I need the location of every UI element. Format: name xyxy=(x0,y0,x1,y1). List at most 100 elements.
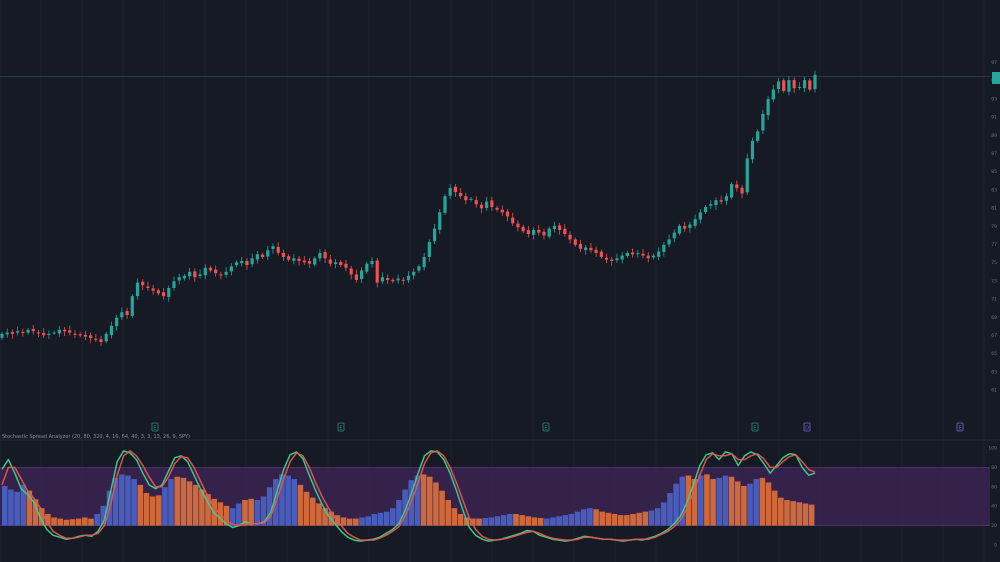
candle-body xyxy=(380,277,385,282)
candle-body xyxy=(234,262,239,266)
histogram-bar xyxy=(697,475,704,526)
candle-body xyxy=(620,255,624,260)
candle-body xyxy=(266,250,270,257)
candle-body xyxy=(260,254,265,257)
candle-body xyxy=(667,239,671,245)
candle-body xyxy=(219,274,223,276)
candle-body xyxy=(750,140,755,160)
candle-body xyxy=(406,275,411,281)
histogram-bar xyxy=(759,477,766,526)
candle-body xyxy=(161,292,166,297)
candle-body xyxy=(604,257,609,260)
candle-body xyxy=(641,253,645,256)
histogram-bar xyxy=(661,502,667,526)
histogram-bar xyxy=(236,503,242,526)
candle-body xyxy=(172,281,176,288)
candle-body xyxy=(313,258,317,265)
candle-body xyxy=(625,252,629,257)
candle-body xyxy=(245,261,249,266)
event-marker-box xyxy=(542,422,550,432)
histogram-bar xyxy=(192,484,199,526)
candle-body xyxy=(490,200,494,207)
event-marker-label: E xyxy=(339,426,342,432)
histogram-bar xyxy=(550,517,556,526)
candle-body xyxy=(646,255,650,259)
candle-body xyxy=(229,266,233,272)
candle-body xyxy=(21,332,25,334)
event-marker: E xyxy=(956,422,964,432)
histogram-bar xyxy=(537,518,544,526)
event-marker-label: E xyxy=(753,426,756,432)
histogram-bar xyxy=(383,511,390,526)
candle-body xyxy=(610,259,614,261)
candle-body xyxy=(464,196,468,201)
candle-body xyxy=(281,252,286,257)
histogram-bar xyxy=(149,496,156,526)
histogram-bar xyxy=(26,490,33,526)
histogram-bar xyxy=(155,495,162,526)
histogram-bar xyxy=(685,475,692,526)
histogram-bar xyxy=(722,475,729,526)
histogram-bar xyxy=(734,481,741,526)
candle-body xyxy=(292,258,296,261)
candle-body xyxy=(766,99,770,116)
histogram-bar xyxy=(704,474,710,526)
histogram-bar xyxy=(125,475,131,526)
histogram-bar xyxy=(648,510,655,526)
histogram-bar xyxy=(556,516,562,526)
histogram-bar xyxy=(494,516,501,526)
candle-body xyxy=(307,261,312,264)
histogram-bar xyxy=(297,484,304,526)
histogram-bar xyxy=(507,513,513,526)
candle-body xyxy=(391,279,395,282)
candle-body xyxy=(0,333,4,338)
candle-body xyxy=(271,246,275,249)
candle-body xyxy=(198,274,202,276)
histogram-bar xyxy=(728,476,735,526)
histogram-bar xyxy=(642,511,649,526)
histogram-bar xyxy=(513,513,519,526)
histogram-bar xyxy=(587,508,593,526)
histogram-bar xyxy=(593,509,599,526)
event-marker: E xyxy=(751,422,759,432)
candle-body xyxy=(630,252,635,255)
event-marker: E xyxy=(337,422,345,432)
candle-body xyxy=(94,338,98,340)
histogram-bar xyxy=(248,498,254,526)
candle-body xyxy=(584,247,588,251)
histogram-bar xyxy=(45,513,51,526)
histogram-bar xyxy=(371,513,378,526)
histogram-bar xyxy=(636,512,642,526)
histogram-bar xyxy=(63,519,70,526)
histogram-bar xyxy=(433,482,439,526)
candle-body xyxy=(813,74,817,90)
candle-body xyxy=(808,80,812,90)
candle-body xyxy=(453,186,458,193)
histogram-bar xyxy=(353,518,359,526)
candle-body xyxy=(120,312,124,318)
histogram-bar xyxy=(57,518,63,526)
histogram-bar xyxy=(229,508,236,526)
event-marker-label: D xyxy=(805,426,809,432)
candle-body xyxy=(636,252,640,254)
candle-body xyxy=(568,234,572,240)
candle-body xyxy=(146,286,150,288)
oscillator-k-line xyxy=(1,450,816,542)
osc-tick-label: 20 xyxy=(991,523,997,529)
histogram-bar xyxy=(500,515,507,526)
price-tick-label: 87 xyxy=(991,151,997,157)
price-tick-label: 61 xyxy=(991,388,997,394)
histogram-bar xyxy=(617,515,624,526)
candle-body xyxy=(672,232,676,239)
histogram-bar xyxy=(544,518,550,526)
candle-body xyxy=(662,244,666,252)
candle-body xyxy=(276,246,280,253)
candle-body xyxy=(375,260,379,283)
candle-body xyxy=(125,311,129,315)
price-tick-label: 71 xyxy=(991,297,997,303)
histogram-bar xyxy=(8,489,14,526)
histogram-bar xyxy=(396,499,402,526)
candle-body xyxy=(318,252,322,259)
histogram-bar xyxy=(599,511,605,526)
histogram-bar xyxy=(519,515,525,526)
